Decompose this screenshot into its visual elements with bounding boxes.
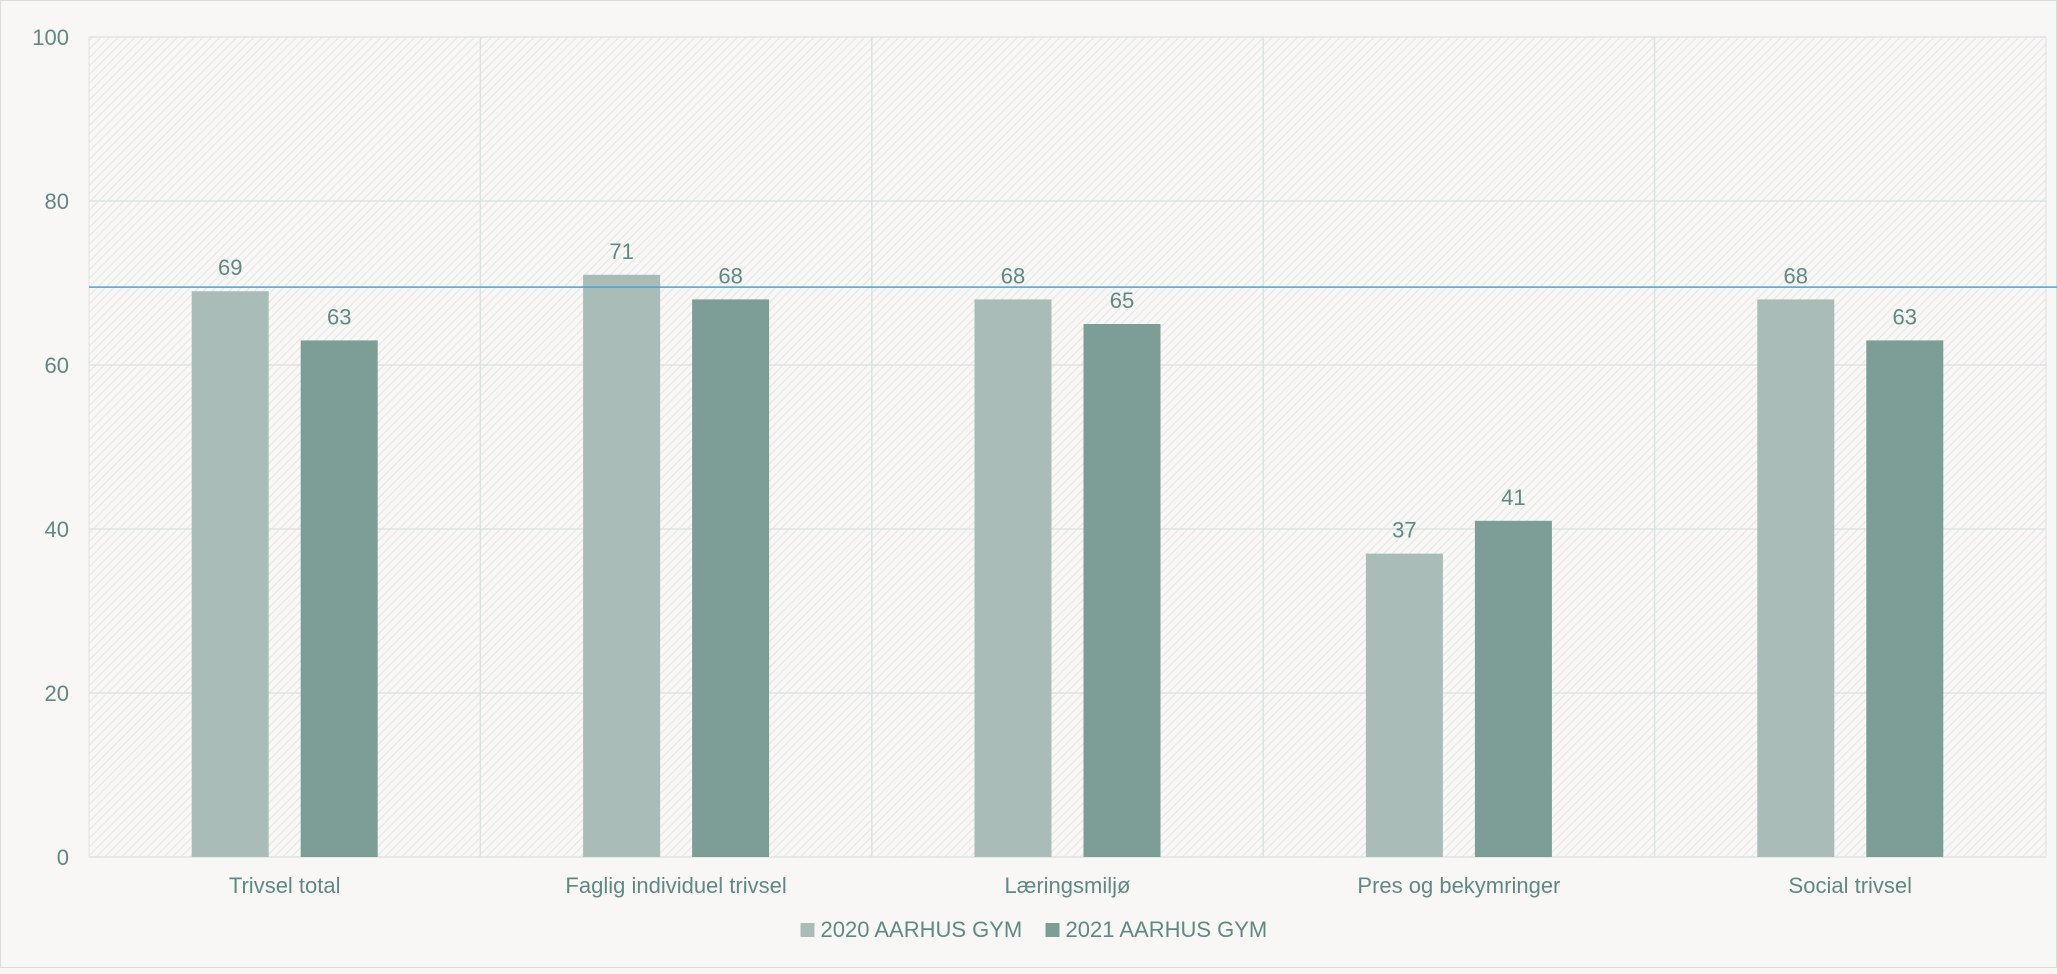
- y-tick-label: 80: [45, 189, 69, 214]
- bars: [191, 274, 1944, 857]
- bar-series-2: [692, 299, 770, 857]
- bar-series-1: [191, 291, 269, 857]
- gridlines: [89, 36, 2046, 858]
- bar-series-2: [1474, 520, 1552, 857]
- data-label: 37: [1392, 518, 1416, 543]
- y-tick-label: 20: [45, 681, 69, 706]
- data-label: 63: [327, 304, 351, 329]
- data-label: 69: [218, 255, 242, 280]
- plot-area: [88, 36, 2047, 858]
- y-tick-label: 100: [32, 25, 69, 50]
- bar-series-1: [974, 299, 1052, 857]
- y-tick-label: 40: [45, 517, 69, 542]
- data-label: 68: [718, 263, 742, 288]
- legend-label: 2021 AARHUS GYM: [1066, 917, 1268, 942]
- bar-series-1: [583, 274, 661, 857]
- data-label: 41: [1501, 485, 1525, 510]
- plot-background: [88, 36, 2047, 858]
- data-label: 63: [1893, 304, 1917, 329]
- x-tick-label: Faglig individuel trivsel: [565, 873, 786, 898]
- legend-swatch: [800, 923, 815, 937]
- bar-series-1: [1365, 553, 1443, 857]
- bar-series-2: [1866, 340, 1944, 857]
- legend-swatch: [1045, 923, 1060, 937]
- x-tick-label: Social trivsel: [1789, 873, 1912, 898]
- data-label: 65: [1110, 288, 1134, 313]
- x-tick-label: Pres og bekymringer: [1357, 873, 1560, 898]
- data-label: 68: [1001, 263, 1025, 288]
- bar-series-1: [1757, 299, 1835, 857]
- bar-series-2: [1083, 324, 1161, 857]
- bar-series-2: [300, 340, 378, 857]
- data-label: 71: [609, 239, 633, 264]
- y-tick-label: 0: [57, 845, 69, 870]
- labels: 0 20 40 60 80 100 69 63 Trivsel total 71 68 Faglig …: [32, 25, 1917, 898]
- x-tick-label: Trivsel total: [229, 873, 341, 898]
- x-tick-label: Læringsmiljø: [1005, 873, 1131, 898]
- legend: 2020 AARHUS GYM 2021 AARHUS GYM: [800, 917, 1268, 942]
- y-tick-label: 60: [45, 353, 69, 378]
- legend-label: 2020 AARHUS GYM: [821, 917, 1023, 942]
- data-label: 68: [1784, 263, 1808, 288]
